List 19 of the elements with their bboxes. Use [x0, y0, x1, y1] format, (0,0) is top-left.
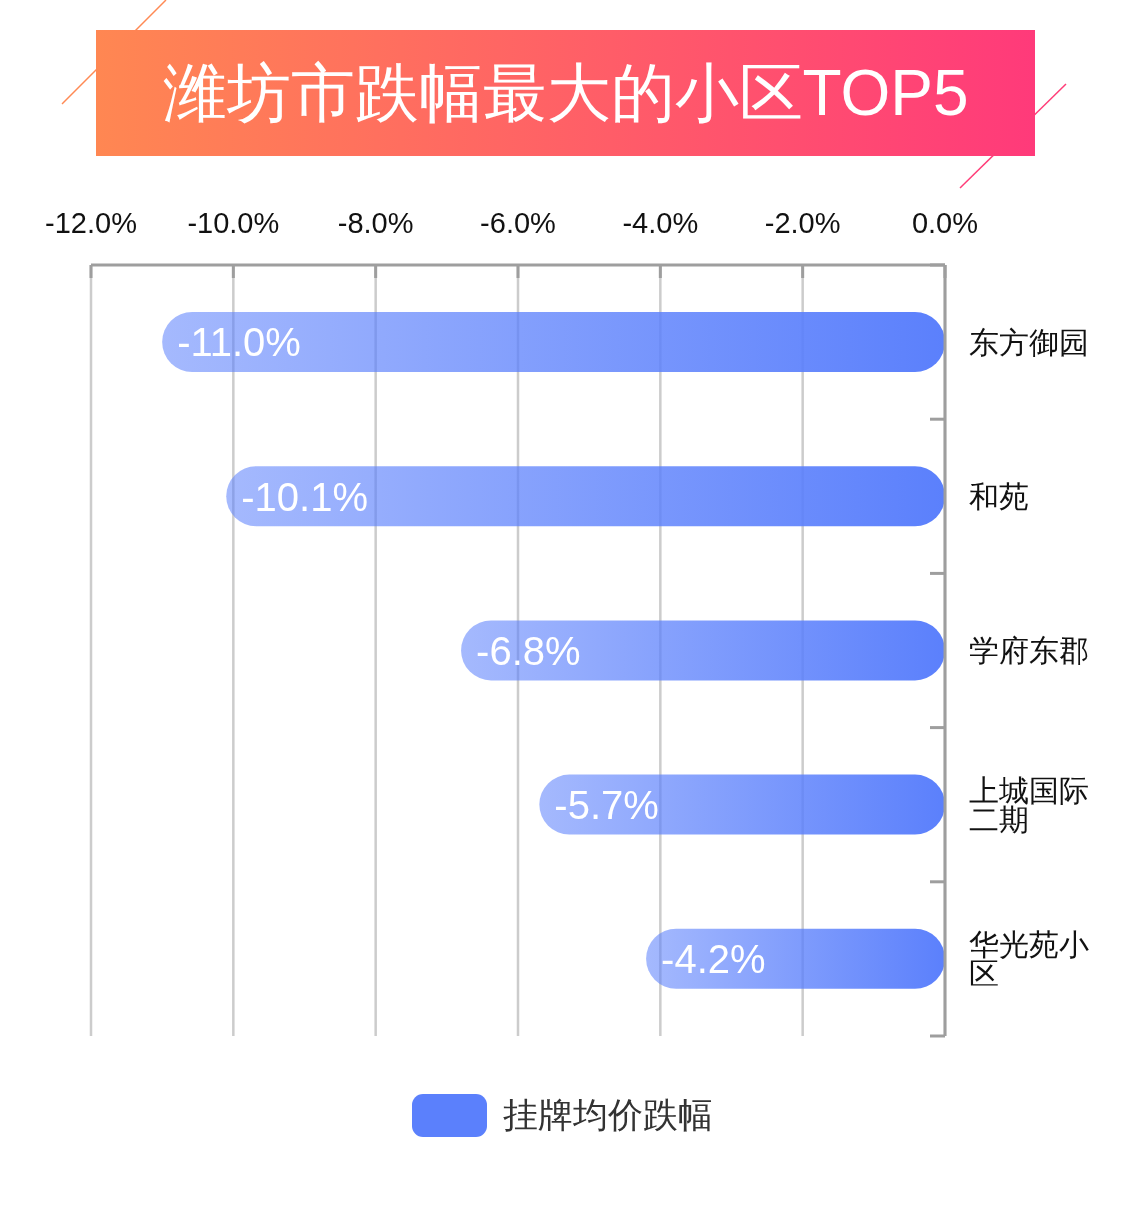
x-tick-label: -8.0%	[337, 207, 414, 239]
x-tick-label: -12.0%	[45, 207, 137, 239]
data-label: -11.0%	[177, 320, 301, 365]
y-tick-label: 华光苑小区	[969, 928, 1089, 991]
x-tick-label: -4.0%	[622, 207, 699, 239]
x-tick-label: 0.0%	[911, 207, 979, 239]
y-tick-label: 上城国际二期	[969, 774, 1089, 836]
data-label: -10.1%	[241, 474, 368, 519]
chart-title: 潍坊市跌幅最大的小区TOP5	[162, 57, 969, 129]
y-tick-label: 和苑	[969, 480, 1029, 514]
x-tick-label: -10.0%	[187, 207, 280, 239]
x-tick-label: -6.0%	[480, 207, 556, 239]
data-label: -4.2%	[661, 937, 766, 982]
data-label: -5.7%	[554, 783, 659, 827]
x-tick-label: -2.0%	[764, 207, 841, 239]
legend-label: 挂牌均价跌幅	[503, 1094, 713, 1136]
y-tick-label: 学府东郡	[969, 634, 1089, 668]
y-tick-label: 东方御园	[969, 325, 1089, 359]
data-label: -6.8%	[476, 628, 581, 673]
